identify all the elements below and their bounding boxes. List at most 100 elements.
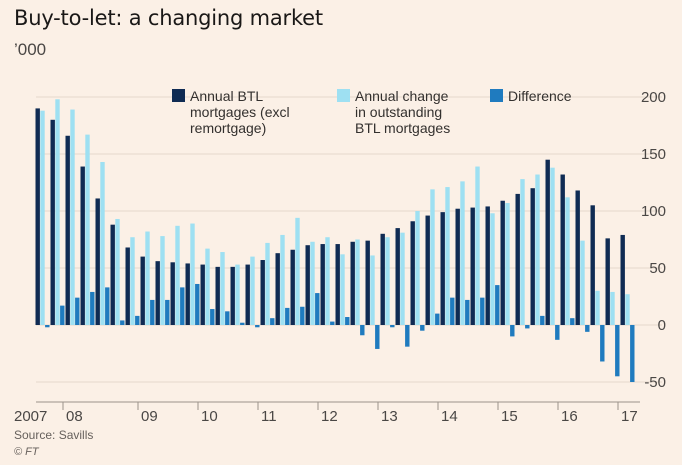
difference-bar xyxy=(195,283,200,325)
difference-bar xyxy=(105,287,110,325)
difference-bar xyxy=(615,325,620,377)
annual-change-bar xyxy=(295,217,300,325)
source-note: Source: Savills xyxy=(14,428,94,442)
y-tick-label: 50 xyxy=(649,260,666,277)
difference-bar xyxy=(225,311,230,325)
annual-change-bar xyxy=(100,161,105,325)
annual-btl-bar xyxy=(290,249,295,325)
annual-btl-bar xyxy=(365,240,370,325)
y-tick-label: -50 xyxy=(644,374,666,391)
difference-bar xyxy=(510,325,515,337)
annual-change-bar xyxy=(355,239,360,325)
difference-bar xyxy=(180,287,185,325)
x-tick-label: 08 xyxy=(66,408,83,425)
difference-bar xyxy=(480,297,485,325)
x-tick-label: 10 xyxy=(201,408,218,425)
annual-btl-bar xyxy=(125,247,130,325)
annual-change-bar xyxy=(595,290,600,325)
difference-bar xyxy=(120,320,125,325)
difference-bar xyxy=(450,297,455,325)
legend-label: Annual change xyxy=(355,88,449,104)
difference-bar xyxy=(150,299,155,325)
annual-btl-bar xyxy=(245,264,250,325)
chart-title: Buy-to-let: a changing market xyxy=(14,6,323,30)
annual-btl-bar xyxy=(110,224,115,325)
annual-btl-bar xyxy=(515,193,520,325)
difference-bar xyxy=(75,297,80,325)
y-tick-label: 100 xyxy=(641,203,666,220)
annual-change-bar xyxy=(460,181,465,325)
annual-btl-bar xyxy=(200,264,205,325)
x-tick-label: 17 xyxy=(621,408,638,425)
x-tick-label: 16 xyxy=(561,408,578,425)
annual-change-bar xyxy=(490,213,495,325)
annual-change-bar xyxy=(70,109,75,325)
annual-btl-bar xyxy=(275,253,280,325)
difference-bar xyxy=(495,285,500,325)
difference-bar xyxy=(255,325,260,328)
annual-change-bar xyxy=(505,203,510,325)
difference-bar xyxy=(375,325,380,349)
difference-bar xyxy=(420,325,425,331)
legend-label: BTL mortgages xyxy=(355,120,450,136)
annual-change-bar xyxy=(40,110,45,326)
difference-bar xyxy=(585,325,590,332)
difference-bar xyxy=(555,325,560,340)
annual-change-bar xyxy=(415,211,420,325)
annual-btl-bar xyxy=(260,260,265,325)
legend-label: Difference xyxy=(508,88,572,104)
x-tick-label: 2007 xyxy=(14,408,47,425)
annual-change-bar xyxy=(565,197,570,325)
annual-btl-bar xyxy=(80,166,85,325)
annual-btl-bar xyxy=(95,198,100,325)
difference-bar xyxy=(135,315,140,325)
annual-btl-bar xyxy=(500,200,505,325)
annual-btl-bar xyxy=(620,234,625,325)
annual-change-bar xyxy=(55,99,60,325)
difference-bar xyxy=(600,325,605,362)
annual-btl-bar xyxy=(575,190,580,325)
annual-change-bar xyxy=(85,134,90,325)
annual-btl-bar xyxy=(185,263,190,325)
annual-change-bar xyxy=(130,237,135,325)
annual-btl-bar xyxy=(380,233,385,325)
difference-bar xyxy=(360,325,365,336)
annual-change-bar xyxy=(445,187,450,325)
annual-change-bar xyxy=(265,242,270,325)
difference-bar xyxy=(435,313,440,325)
annual-btl-bar xyxy=(440,212,445,325)
annual-btl-bar xyxy=(35,108,40,326)
annual-change-bar xyxy=(250,256,255,325)
difference-bar xyxy=(165,299,170,325)
difference-bar xyxy=(540,315,545,325)
y-tick-label: 0 xyxy=(658,317,666,334)
annual-btl-bar xyxy=(335,244,340,325)
annual-change-bar xyxy=(160,236,165,325)
annual-change-bar xyxy=(340,254,345,325)
annual-btl-bar xyxy=(395,228,400,325)
difference-bar xyxy=(45,325,50,328)
annual-btl-bar xyxy=(50,119,55,325)
annual-change-bar xyxy=(400,232,405,325)
difference-bar xyxy=(525,325,530,329)
difference-bar xyxy=(300,306,305,325)
unit-label: ’000 xyxy=(14,40,47,59)
difference-bar xyxy=(270,318,275,325)
x-tick-label: 09 xyxy=(141,408,158,425)
legend-swatch xyxy=(172,89,185,102)
difference-bar xyxy=(630,325,635,382)
difference-bar xyxy=(285,307,290,325)
annual-change-bar xyxy=(115,218,120,325)
annual-btl-bar xyxy=(230,266,235,325)
legend-label: Annual BTL xyxy=(190,88,263,104)
annual-change-bar xyxy=(430,189,435,325)
annual-change-bar xyxy=(220,252,225,325)
annual-btl-bar xyxy=(545,159,550,325)
x-tick-label: 11 xyxy=(261,408,277,425)
annual-change-bar xyxy=(145,231,150,325)
difference-bar xyxy=(405,325,410,347)
annual-btl-bar xyxy=(155,261,160,325)
annual-change-bar xyxy=(190,223,195,325)
annual-change-bar xyxy=(550,167,555,325)
